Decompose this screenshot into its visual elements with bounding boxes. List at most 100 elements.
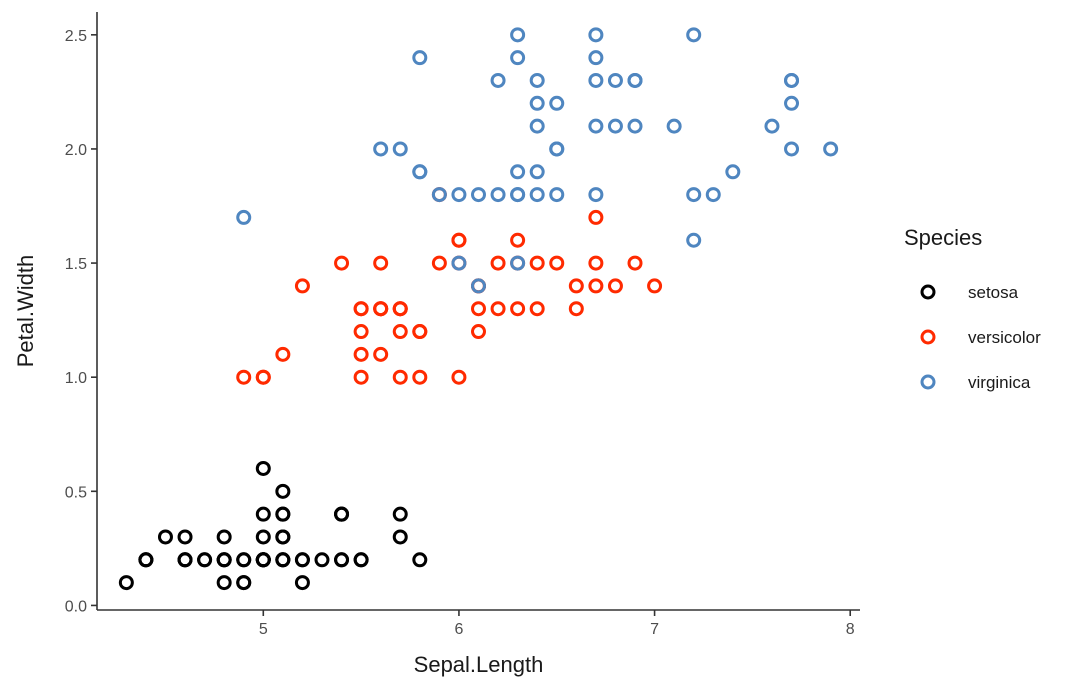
point-virginica bbox=[531, 166, 543, 178]
point-virginica bbox=[492, 74, 504, 86]
point-virginica bbox=[786, 97, 798, 109]
point-setosa bbox=[238, 577, 250, 589]
point-setosa bbox=[394, 508, 406, 520]
point-setosa bbox=[296, 577, 308, 589]
point-virginica bbox=[375, 143, 387, 155]
y-tick-label: 2.0 bbox=[65, 142, 87, 159]
legend-title: Species bbox=[904, 225, 982, 250]
point-versicolor bbox=[375, 257, 387, 269]
point-virginica bbox=[531, 120, 543, 132]
point-versicolor bbox=[394, 371, 406, 383]
point-virginica bbox=[453, 257, 465, 269]
point-setosa bbox=[316, 554, 328, 566]
point-virginica bbox=[473, 280, 485, 292]
point-virginica bbox=[590, 189, 602, 201]
point-virginica bbox=[531, 74, 543, 86]
point-setosa bbox=[257, 554, 269, 566]
point-versicolor bbox=[277, 348, 289, 360]
point-virginica bbox=[786, 74, 798, 86]
legend-items: setosa versicolor virginica bbox=[922, 283, 1041, 392]
point-setosa bbox=[140, 554, 152, 566]
y-axis-title: Petal.Width bbox=[13, 255, 38, 368]
point-virginica bbox=[512, 257, 524, 269]
point-versicolor bbox=[570, 303, 582, 315]
point-setosa bbox=[277, 508, 289, 520]
point-setosa bbox=[257, 508, 269, 520]
point-versicolor bbox=[375, 303, 387, 315]
point-setosa bbox=[336, 508, 348, 520]
point-setosa bbox=[277, 531, 289, 543]
point-setosa bbox=[394, 531, 406, 543]
point-virginica bbox=[551, 97, 563, 109]
point-versicolor bbox=[609, 280, 621, 292]
legend-key-versicolor bbox=[922, 331, 934, 343]
point-setosa bbox=[336, 554, 348, 566]
point-virginica bbox=[512, 166, 524, 178]
y-tick-label: 0.5 bbox=[65, 484, 87, 501]
point-setosa bbox=[257, 462, 269, 474]
x-axis-title: Sepal.Length bbox=[414, 652, 544, 677]
point-virginica bbox=[492, 189, 504, 201]
point-virginica bbox=[512, 29, 524, 41]
point-versicolor bbox=[238, 371, 250, 383]
point-versicolor bbox=[355, 348, 367, 360]
point-setosa bbox=[120, 577, 132, 589]
point-versicolor bbox=[257, 371, 269, 383]
point-virginica bbox=[590, 52, 602, 64]
point-virginica bbox=[512, 52, 524, 64]
x-tick-label: 5 bbox=[259, 621, 268, 638]
point-virginica bbox=[531, 189, 543, 201]
point-virginica bbox=[629, 120, 641, 132]
point-versicolor bbox=[473, 326, 485, 338]
point-virginica bbox=[629, 74, 641, 86]
point-versicolor bbox=[590, 257, 602, 269]
point-virginica bbox=[688, 189, 700, 201]
x-tick-label: 7 bbox=[650, 621, 659, 638]
data-points bbox=[120, 29, 836, 589]
point-versicolor bbox=[629, 257, 641, 269]
point-setosa bbox=[218, 577, 230, 589]
y-axis-ticks: 0.0 0.5 1.0 1.5 2.0 2.5 bbox=[65, 28, 97, 616]
point-virginica bbox=[551, 143, 563, 155]
point-setosa bbox=[277, 554, 289, 566]
point-setosa bbox=[179, 531, 191, 543]
point-versicolor bbox=[531, 257, 543, 269]
point-virginica bbox=[727, 166, 739, 178]
x-tick-label: 8 bbox=[846, 621, 855, 638]
point-virginica bbox=[531, 97, 543, 109]
point-versicolor bbox=[296, 280, 308, 292]
legend-item-setosa: setosa bbox=[922, 283, 1019, 302]
point-virginica bbox=[414, 166, 426, 178]
legend-label-setosa: setosa bbox=[968, 283, 1019, 302]
point-versicolor bbox=[336, 257, 348, 269]
point-versicolor bbox=[551, 257, 563, 269]
point-virginica bbox=[609, 120, 621, 132]
point-virginica bbox=[551, 189, 563, 201]
point-virginica bbox=[512, 189, 524, 201]
point-versicolor bbox=[375, 348, 387, 360]
point-setosa bbox=[277, 485, 289, 497]
point-versicolor bbox=[590, 280, 602, 292]
point-versicolor bbox=[590, 211, 602, 223]
point-versicolor bbox=[649, 280, 661, 292]
point-versicolor bbox=[394, 326, 406, 338]
point-setosa bbox=[238, 554, 250, 566]
point-versicolor bbox=[473, 303, 485, 315]
point-virginica bbox=[238, 211, 250, 223]
point-versicolor bbox=[355, 326, 367, 338]
point-setosa bbox=[296, 554, 308, 566]
x-axis-ticks: 5 6 7 8 bbox=[259, 610, 855, 638]
point-versicolor bbox=[453, 234, 465, 246]
legend-item-virginica: virginica bbox=[922, 373, 1031, 392]
point-setosa bbox=[257, 531, 269, 543]
point-virginica bbox=[473, 189, 485, 201]
point-virginica bbox=[590, 120, 602, 132]
point-virginica bbox=[609, 74, 621, 86]
series-versicolor bbox=[238, 189, 661, 384]
point-virginica bbox=[766, 120, 778, 132]
point-versicolor bbox=[394, 303, 406, 315]
point-versicolor bbox=[355, 303, 367, 315]
point-setosa bbox=[414, 554, 426, 566]
